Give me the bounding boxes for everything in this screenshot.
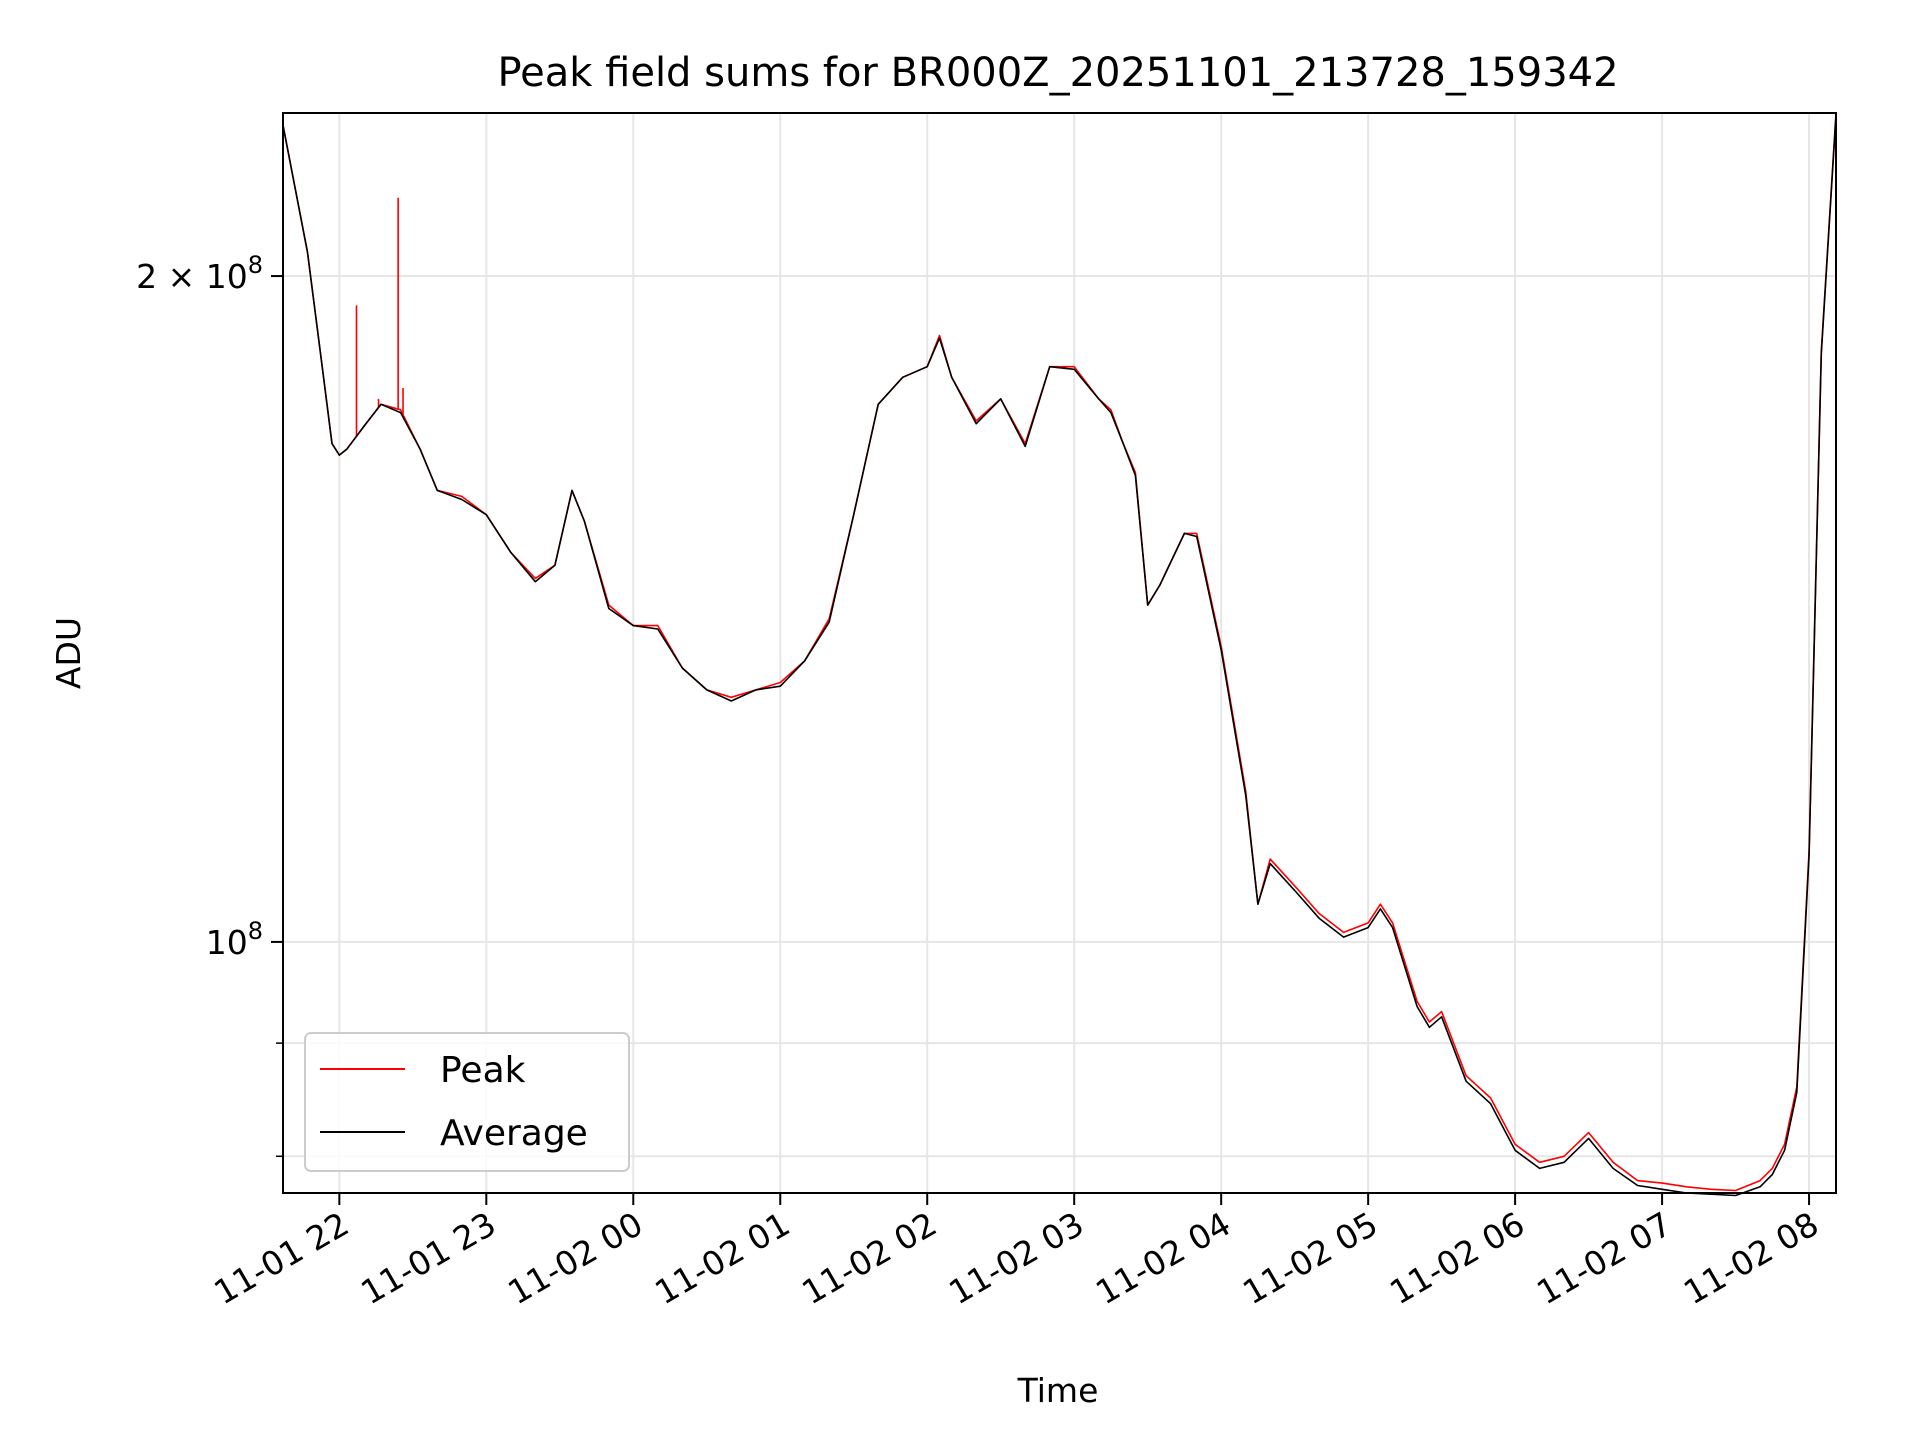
y-tick-label: 108 — [206, 917, 263, 962]
chart-title: Peak field sums for BR000Z_20251101_2137… — [497, 50, 1618, 96]
plot-frame — [282, 112, 1837, 1194]
series-layer — [282, 112, 1837, 1197]
legend-label-average: Average — [440, 1113, 588, 1154]
legend: Peak Average — [304, 1032, 630, 1172]
y-tick-exponent: 8 — [248, 251, 263, 279]
y-tick-base: 10 — [206, 257, 248, 296]
y-tick-exponent: 8 — [248, 917, 263, 945]
series-line-average — [282, 114, 1837, 1197]
y-tick-prefix: 2 × — [136, 257, 206, 296]
y-tick-base: 10 — [206, 923, 248, 962]
legend-label-peak: Peak — [440, 1050, 526, 1091]
y-axis-label: ADU — [49, 617, 88, 689]
legend-box — [304, 1032, 630, 1172]
x-axis-label: Time — [1017, 1371, 1099, 1410]
grid — [283, 113, 1836, 1193]
y-tick-label: 2 × 108 — [136, 251, 263, 296]
